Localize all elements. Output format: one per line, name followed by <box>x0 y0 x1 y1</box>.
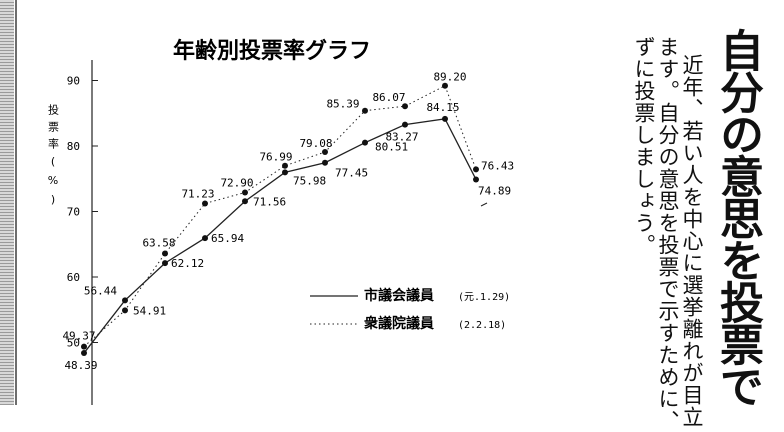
data-label: 84.15 <box>426 101 459 114</box>
data-point <box>362 107 368 114</box>
data-label: 75.98 <box>293 174 326 187</box>
data-point <box>122 297 128 304</box>
data-point <box>322 159 328 166</box>
data-label: 76.43 <box>481 159 514 172</box>
data-point <box>362 139 368 146</box>
data-label: 83.27 <box>385 131 418 144</box>
data-point <box>402 121 408 128</box>
voting-rate-chart: 年齢別投票率グラフ 90 80 70 60 50 投票率(%) 48.39 56.44 62.1… <box>47 38 514 405</box>
y-tick-label: 90 <box>67 75 80 88</box>
data-point <box>81 350 87 357</box>
data-label: 86.07 <box>372 91 405 104</box>
data-point <box>202 200 208 207</box>
page-edge-line <box>15 0 17 405</box>
chart-title: 年齢別投票率グラフ <box>173 38 371 64</box>
data-label: 72.90 <box>220 177 253 190</box>
data-label: 76.99 <box>259 151 292 164</box>
data-label: 71.56 <box>253 195 286 208</box>
legend-label: 市議会議員 <box>364 287 434 304</box>
data-label: 54.91 <box>133 304 166 317</box>
data-label: 89.20 <box>433 71 466 84</box>
article-body-line-2: ます。自分の意思を投票で示すために、 <box>656 36 680 432</box>
stray-mark <box>480 202 488 207</box>
page-edge-pattern <box>0 0 14 405</box>
y-tick-label: 60 <box>67 271 80 284</box>
data-point <box>242 198 248 205</box>
y-axis-label: 投票率(%) <box>47 103 60 212</box>
series-line-2 <box>83 85 477 348</box>
data-label: 63.58 <box>142 237 175 250</box>
y-tick-label: 80 <box>67 140 80 153</box>
article-body-line-1: 近年、若い人を中心に選挙離れが目立 <box>680 54 704 428</box>
legend-note: (元.1.29) <box>458 292 510 303</box>
y-tick-label: 50 <box>67 337 80 350</box>
y-tick-label: 70 <box>67 206 80 219</box>
data-label: 71.23 <box>181 187 214 200</box>
newspaper-page: 年齢別投票率グラフ 90 80 70 60 50 投票率(%) 48.39 56.44 62.1… <box>0 0 763 432</box>
data-point <box>473 176 479 183</box>
data-label: 62.12 <box>171 257 204 270</box>
data-label: 77.45 <box>335 167 368 180</box>
data-point <box>282 169 288 176</box>
data-point <box>473 166 479 173</box>
data-label: 74.89 <box>478 184 511 197</box>
data-label: 79.08 <box>299 137 332 150</box>
data-label: 49.37 <box>62 330 95 343</box>
data-point <box>322 149 328 156</box>
data-point <box>162 260 168 267</box>
data-point <box>442 82 448 89</box>
data-label: 80.51 <box>375 141 408 154</box>
data-point <box>242 189 248 196</box>
data-label: 56.44 <box>84 284 117 297</box>
data-point <box>282 162 288 169</box>
data-label: 65.94 <box>211 232 244 245</box>
legend-label: 衆議院議員 <box>364 315 434 332</box>
data-point <box>202 235 208 242</box>
data-label: 48.39 <box>64 359 97 372</box>
data-point <box>442 115 448 122</box>
article-body-line-3: ずに投票しましょう。 <box>632 36 656 256</box>
data-label: 85.39 <box>326 98 359 111</box>
data-point <box>81 343 87 350</box>
data-point <box>162 250 168 257</box>
article-headline: 自分の意思を投票で <box>712 28 763 406</box>
data-point <box>122 307 128 314</box>
data-point <box>402 103 408 110</box>
legend-note: (2.2.18) <box>458 320 506 331</box>
